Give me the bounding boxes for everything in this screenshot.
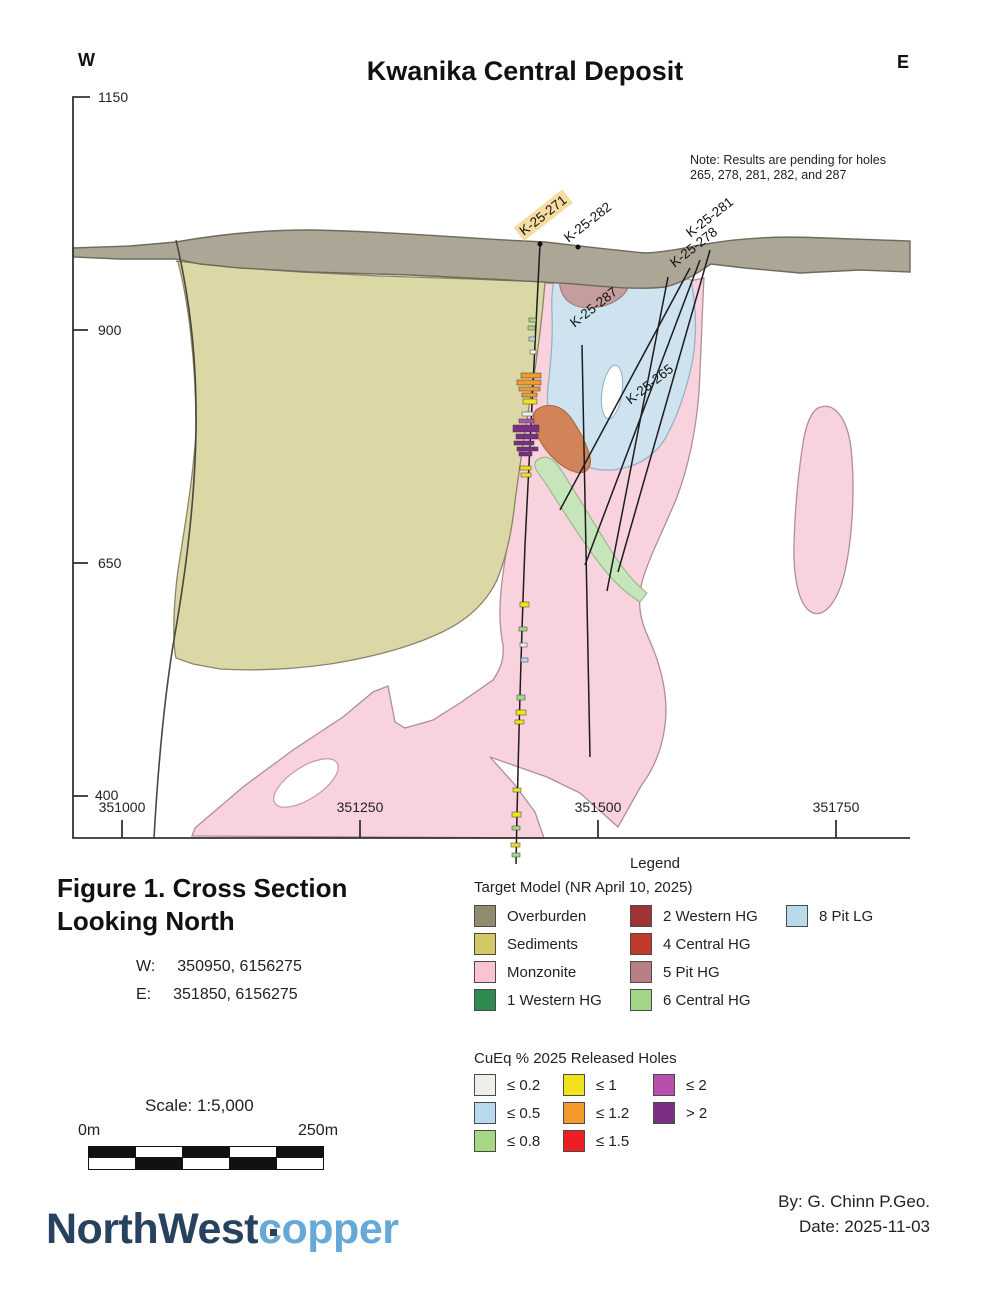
central-hg4-swatch xyxy=(630,933,652,955)
collar-k25-282 xyxy=(575,244,581,250)
cueq-item-gt2: > 2 xyxy=(653,1101,707,1125)
west-coordinate-value: 350950, 6156275 xyxy=(177,958,302,975)
company-logo: NorthWestcopper xyxy=(46,1205,399,1254)
pending-note-line2: 265, 278, 281, 282, and 287 xyxy=(690,168,847,182)
legend-item-2-western-hg: 2 Western HG xyxy=(630,904,758,928)
pit-hg5-swatch xyxy=(630,961,652,983)
x-axis-ticks xyxy=(121,820,837,838)
western-hg2-swatch xyxy=(630,905,652,927)
east-coordinate-label: E: xyxy=(136,986,152,1003)
cueq-1-2-swatch xyxy=(563,1102,585,1124)
legend-item-4-central-hg: 4 Central HG xyxy=(630,932,751,956)
monzonite-swatch xyxy=(474,961,496,983)
drill-trace-k25-281 xyxy=(617,249,711,573)
legend-item-5-pit-hg: 5 Pit HG xyxy=(630,960,720,984)
cueq-0-5-swatch xyxy=(474,1102,496,1124)
cueq-0-8-swatch xyxy=(474,1130,496,1152)
overburden-swatch xyxy=(474,905,496,927)
central-hg6-band xyxy=(534,456,648,603)
west-coordinate-label: W: xyxy=(136,958,156,975)
y-tick-400: 400 xyxy=(95,787,119,803)
drill-trace-k25-278 xyxy=(584,259,701,566)
cueq-legend-title: CuEq % 2025 Released Holes xyxy=(474,1050,677,1067)
credit-by: By: G. Chinn P.Geo. xyxy=(778,1192,930,1211)
pit-lg-body xyxy=(546,263,697,471)
legend-item-sediments: Sediments xyxy=(474,932,578,956)
cueq-0-2-swatch xyxy=(474,1074,496,1096)
x-tick-351500: 351500 xyxy=(574,799,622,815)
figure-title-line2: Looking North xyxy=(57,906,235,936)
scale-end-label: 250m xyxy=(298,1122,339,1139)
cueq-gt2-swatch xyxy=(653,1102,675,1124)
fault-line xyxy=(153,239,197,839)
west-direction-label: W xyxy=(78,50,95,70)
pending-note-line1: Note: Results are pending for holes xyxy=(690,153,886,167)
cueq-item-0-2: ≤ 0.2 xyxy=(474,1073,540,1097)
y-tick-650: 650 xyxy=(98,555,122,571)
cueq-1-swatch xyxy=(563,1074,585,1096)
pit-lg-swatch xyxy=(786,905,808,927)
overburden-band xyxy=(72,229,911,289)
legend-item-8-pit-lg: 8 Pit LG xyxy=(786,904,873,928)
target-model-title: Target Model (NR April 10, 2025) xyxy=(474,879,693,896)
page-title: Kwanika Central Deposit xyxy=(366,56,684,86)
drill-trace-k25-287 xyxy=(559,267,691,511)
logo-dot-icon xyxy=(270,1229,277,1236)
monzonite-satellite xyxy=(793,405,854,615)
x-tick-351000: 351000 xyxy=(98,799,146,815)
y-tick-900: 900 xyxy=(98,322,122,338)
cueq-item-1-2: ≤ 1.2 xyxy=(563,1101,629,1125)
east-direction-label: E xyxy=(897,52,910,72)
sediments-swatch xyxy=(474,933,496,955)
drill-trace-k25-265 xyxy=(606,276,669,592)
cueq-item-2: ≤ 2 xyxy=(653,1073,707,1097)
y-axis-ticks xyxy=(73,329,88,797)
drill-trace-k25-282 xyxy=(581,344,591,758)
x-tick-351250: 351250 xyxy=(336,799,384,815)
western-hg1-swatch xyxy=(474,989,496,1011)
legend-item-1-western-hg: 1 Western HG xyxy=(474,988,602,1012)
credit-date: Date: 2025-11-03 xyxy=(798,1217,930,1236)
legend-item-6-central-hg: 6 Central HG xyxy=(630,988,751,1012)
axes-frame xyxy=(72,96,910,839)
drill-trace-k25-271 xyxy=(515,243,541,865)
cueq-item-0-5: ≤ 0.5 xyxy=(474,1101,540,1125)
logo-northwest-text: NorthWest xyxy=(46,1205,259,1253)
cueq-2-swatch xyxy=(653,1074,675,1096)
scale-bar xyxy=(88,1146,324,1170)
cueq-1-5-swatch xyxy=(563,1130,585,1152)
scale-start-label: 0m xyxy=(78,1122,101,1139)
logo-copper-text: copper xyxy=(258,1205,399,1253)
cross-section-canvas xyxy=(72,96,911,865)
cueq-item-1-5: ≤ 1.5 xyxy=(563,1129,629,1153)
x-tick-351750: 351750 xyxy=(812,799,860,815)
central-hg6-swatch xyxy=(630,989,652,1011)
sediments-wedge xyxy=(173,260,546,671)
figure-title-line1: Figure 1. Cross Section xyxy=(57,873,348,903)
legend-item-monzonite: Monzonite xyxy=(474,960,576,984)
cueq-intercepts xyxy=(510,317,542,858)
legend-item-overburden: Overburden xyxy=(474,904,586,928)
scale-label: Scale: 1:5,000 xyxy=(145,1096,254,1115)
white-lens xyxy=(273,758,339,808)
legend-heading: Legend xyxy=(629,855,681,872)
cueq-item-0-8: ≤ 0.8 xyxy=(474,1129,540,1153)
collar-k25-271 xyxy=(537,241,543,247)
east-coordinate-value: 351850, 6156275 xyxy=(173,986,298,1003)
y-tick-1150: 1150 xyxy=(98,89,129,105)
cueq-item-1: ≤ 1 xyxy=(563,1073,617,1097)
east-coordinate-row: E: 351850, 6156275 xyxy=(136,986,298,1004)
west-coordinate-row: W: 350950, 6156275 xyxy=(136,958,302,976)
